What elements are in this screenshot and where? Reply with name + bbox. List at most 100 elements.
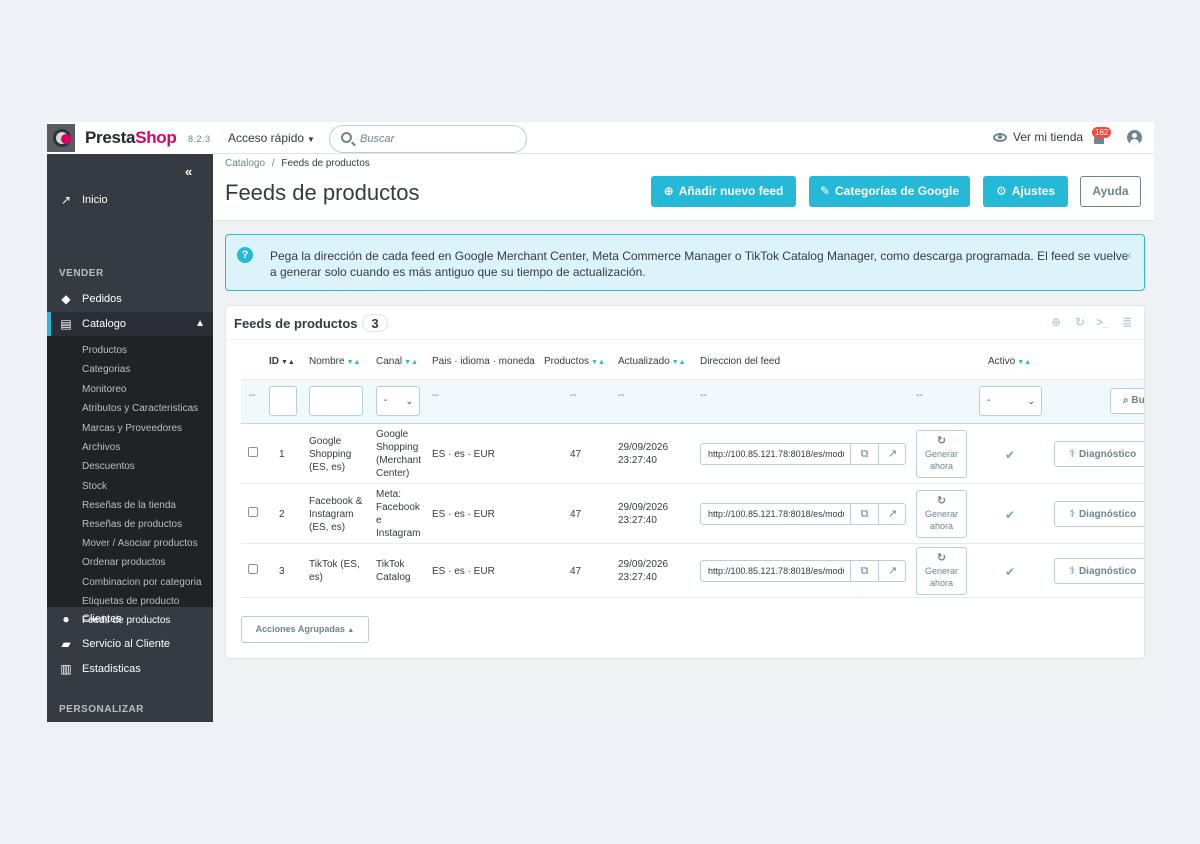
sidebar-item-catalog[interactable]: ▤ Catalogo ▲: [47, 312, 213, 336]
submenu-item[interactable]: Stock: [82, 481, 108, 492]
filter-name-input[interactable]: [309, 386, 363, 416]
generate-now-button[interactable]: ↻ Generar ahora: [916, 547, 967, 595]
column-active[interactable]: Activo ▼▲: [988, 356, 1032, 367]
sidebar: « ↗ Inicio VENDER ◆ Pedidos ▤ Catalogo ▲ Pro…: [47, 154, 213, 722]
user-account-icon[interactable]: [1127, 130, 1142, 145]
settings-button[interactable]: ⚙ Ajustes: [983, 176, 1068, 207]
google-categories-button[interactable]: ✎ Categorías de Google: [809, 176, 970, 207]
breadcrumb-separator: /: [271, 158, 275, 169]
submenu-item[interactable]: Mover / Asociar productos: [82, 538, 198, 549]
terminal-icon[interactable]: >_: [1096, 315, 1110, 329]
sidebar-item-customer-service[interactable]: ▰ Servicio al Cliente: [47, 632, 213, 656]
submenu-item[interactable]: Categorias: [82, 364, 131, 375]
feed-url-field[interactable]: http://100.85.121.78:8018/es/module/prod…: [708, 449, 844, 459]
feed-url-field[interactable]: http://100.85.121.78:8018/es/module/prod…: [708, 509, 844, 519]
breadcrumb: Catalogo / Feeds de productos: [225, 158, 370, 169]
logo[interactable]: PrestaShop 8.2.3: [47, 122, 213, 154]
active-check-icon[interactable]: ✔: [1005, 508, 1016, 522]
submenu-item[interactable]: Archivos: [82, 442, 121, 453]
sidebar-section-sell: VENDER: [59, 268, 104, 279]
breadcrumb-parent[interactable]: Catalogo: [225, 158, 266, 169]
filter-search-button[interactable]: ⌕ Bus: [1110, 388, 1144, 414]
collapse-sidebar-icon[interactable]: «: [185, 164, 192, 179]
copy-icon[interactable]: ⧉: [850, 504, 878, 524]
add-circle-icon[interactable]: ⊕: [1050, 315, 1062, 329]
quick-access-dropdown[interactable]: Acceso rápido ▼: [228, 131, 315, 145]
row-checkbox[interactable]: [248, 447, 258, 457]
search-box[interactable]: [329, 125, 527, 153]
column-id[interactable]: ID ▼▲: [269, 356, 295, 367]
sidebar-item-label: Estadisticas: [82, 663, 141, 675]
submenu-item[interactable]: Productos: [82, 345, 128, 356]
generate-now-button[interactable]: ↻ Generar ahora: [916, 430, 967, 478]
filter-placeholder: --: [618, 390, 625, 401]
filter-placeholder: --: [432, 390, 439, 401]
feed-url-field[interactable]: http://100.85.121.78:8018/es/module/prod…: [708, 566, 844, 576]
trending-up-icon: ↗: [60, 193, 72, 207]
column-updated[interactable]: Actualizado ▼▲: [618, 356, 686, 367]
external-link-icon[interactable]: ↗: [878, 504, 906, 524]
filter-channel-select[interactable]: - ⌄: [376, 386, 420, 416]
search-input[interactable]: [360, 131, 520, 147]
row-checkbox[interactable]: [248, 564, 258, 574]
column-products[interactable]: Productos ▼▲: [544, 356, 605, 367]
submenu-item[interactable]: Atributos y Caracteristicas: [82, 403, 199, 414]
caret-up-icon: ▲: [347, 627, 355, 634]
row-channel: TikTok Catalog: [376, 559, 411, 583]
copy-icon[interactable]: ⧉: [850, 561, 878, 581]
refresh-icon: ↻: [936, 552, 947, 564]
column-channel[interactable]: Canal ▼▲: [376, 356, 418, 367]
sidebar-item-customers[interactable]: ● Clientes: [47, 607, 213, 631]
column-name[interactable]: Nombre ▼▲: [309, 356, 361, 367]
view-store-link[interactable]: Ver mi tienda: [993, 130, 1083, 144]
close-icon[interactable]: ×: [1124, 248, 1132, 263]
submenu-item[interactable]: Etiquetas de producto: [82, 596, 180, 607]
filter-active-select[interactable]: - ⌄: [979, 386, 1042, 416]
database-icon[interactable]: ≣: [1121, 315, 1133, 329]
column-locale: Pais · idioma · moneda: [432, 356, 535, 367]
external-link-icon[interactable]: ↗: [878, 444, 906, 464]
submenu-item[interactable]: Reseñas de la tienda: [82, 500, 176, 511]
submenu-item[interactable]: Combinacion por categoria: [82, 577, 202, 588]
row-locale: ES · es · EUR: [432, 509, 495, 520]
submenu-item-active[interactable]: Feeds de productos: [82, 615, 171, 626]
submenu-item[interactable]: Descuentos: [82, 461, 135, 472]
row-id: 1: [279, 449, 285, 460]
feed-url-group: http://100.85.121.78:8018/es/module/prod…: [700, 443, 906, 465]
submenu-item[interactable]: Monitoreo: [82, 384, 127, 395]
refresh-icon[interactable]: ↻: [1074, 315, 1086, 329]
plus-circle-icon: ⊕: [663, 184, 674, 198]
active-check-icon[interactable]: ✔: [1005, 448, 1016, 462]
question-circle-icon: ?: [237, 247, 253, 263]
view-store-label: Ver mi tienda: [1013, 130, 1084, 144]
external-link-icon[interactable]: ↗: [878, 561, 906, 581]
submenu-item[interactable]: Reseñas de productos: [82, 519, 183, 530]
filter-row: -- -⌄ -- -- -- -- -- -⌄ ⌕ Bus: [241, 379, 1144, 424]
feeds-panel: Feeds de productos 3 ⊕ ↻ >_ ≣ ID ▼▲ Nombr…: [225, 305, 1145, 659]
generate-now-button[interactable]: ↻ Generar ahora: [916, 490, 967, 538]
filter-id-input[interactable]: [269, 386, 297, 416]
add-feed-button[interactable]: ⊕ Añadir nuevo feed: [651, 176, 796, 207]
help-button[interactable]: Ayuda: [1080, 176, 1141, 207]
diagnostic-button[interactable]: ⚕ Diagnóstico: [1054, 558, 1144, 584]
user-icon: ●: [62, 612, 70, 626]
diagnostic-button[interactable]: ⚕ Diagnóstico: [1054, 441, 1144, 467]
app-frame: PrestaShop 8.2.3 Acceso rápido▼ Ver mi t…: [47, 122, 1154, 722]
chevron-up-icon: ▲: [195, 318, 205, 329]
refresh-icon: ↻: [936, 495, 947, 507]
submenu-item[interactable]: Marcas y Proveedores: [82, 423, 183, 434]
diagnostic-button[interactable]: ⚕ Diagnóstico: [1054, 501, 1144, 527]
sidebar-item-stats[interactable]: ▥ Estadisticas: [47, 657, 213, 681]
row-checkbox[interactable]: [248, 507, 258, 517]
bulk-actions-button[interactable]: Acciones Agrupadas ▲: [241, 616, 369, 643]
submenu-item[interactable]: Ordenar productos: [82, 557, 166, 568]
row-locale: ES · es · EUR: [432, 449, 495, 460]
notification-badge: 162: [1092, 127, 1112, 138]
sidebar-item-orders[interactable]: ◆ Pedidos: [47, 287, 213, 311]
sidebar-item-home[interactable]: ↗ Inicio: [47, 188, 213, 212]
copy-icon[interactable]: ⧉: [850, 444, 878, 464]
active-check-icon[interactable]: ✔: [1005, 565, 1016, 579]
add-feed-label: Añadir nuevo feed: [678, 184, 784, 198]
notifications-button[interactable]: 162: [1092, 127, 1112, 145]
gears-icon: ⚙: [995, 184, 1007, 198]
